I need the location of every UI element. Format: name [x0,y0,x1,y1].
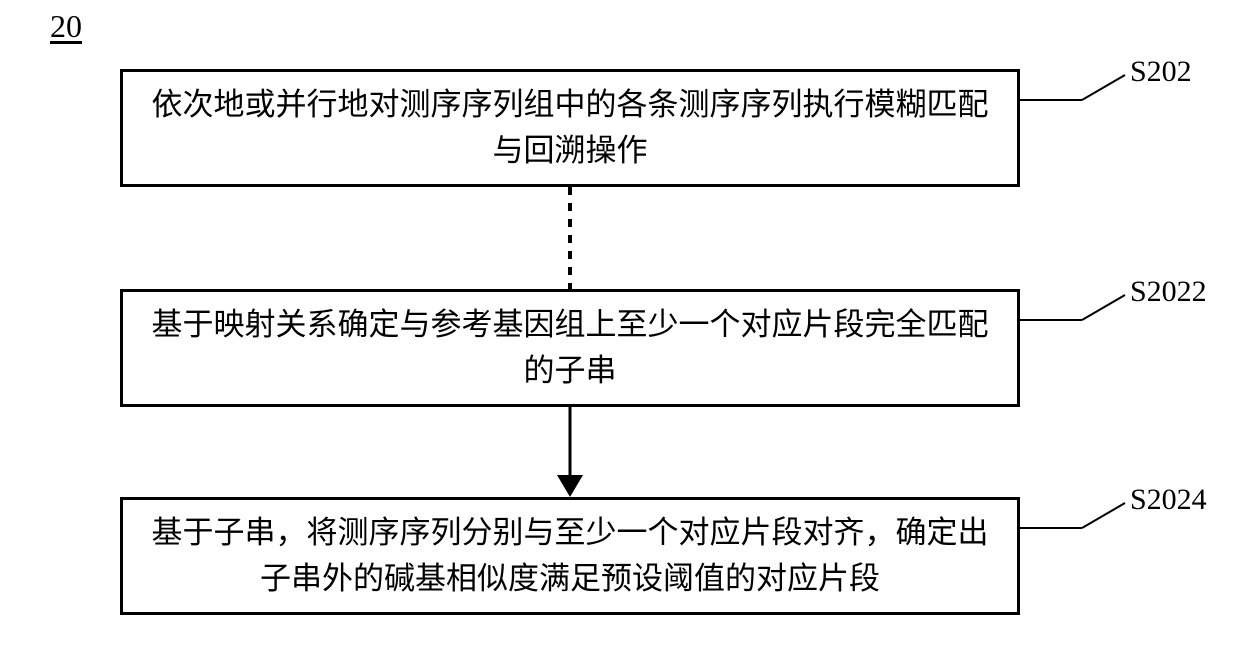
step-label-s2022: S2022 [1130,275,1207,309]
figure-number: 20 [50,8,82,45]
leader-line-s2024 [1018,501,1127,530]
flow-box-s2022: 基于映射关系确定与参考基因组上至少一个对应片段完全匹配的子串 [120,289,1020,407]
leader-line-s202 [1018,73,1127,102]
flow-box-s202-text: 依次地或并行地对测序序列组中的各条测序序列执行模糊匹配与回溯操作 [139,82,1001,175]
flow-box-s2024: 基于子串，将测序序列分别与至少一个对应片段对齐，确定出子串外的碱基相似度满足预设… [120,497,1020,615]
flow-box-s2022-text: 基于映射关系确定与参考基因组上至少一个对应片段完全匹配的子串 [139,302,1001,395]
flow-box-s2024-text: 基于子串，将测序序列分别与至少一个对应片段对齐，确定出子串外的碱基相似度满足预设… [139,510,1001,603]
step-label-s202: S202 [1130,55,1192,89]
connector-arrow [555,407,585,497]
connector-dashed [564,187,576,289]
flow-box-s202: 依次地或并行地对测序序列组中的各条测序序列执行模糊匹配与回溯操作 [120,69,1020,187]
step-label-s2024: S2024 [1130,483,1207,517]
leader-line-s2022 [1018,293,1127,322]
